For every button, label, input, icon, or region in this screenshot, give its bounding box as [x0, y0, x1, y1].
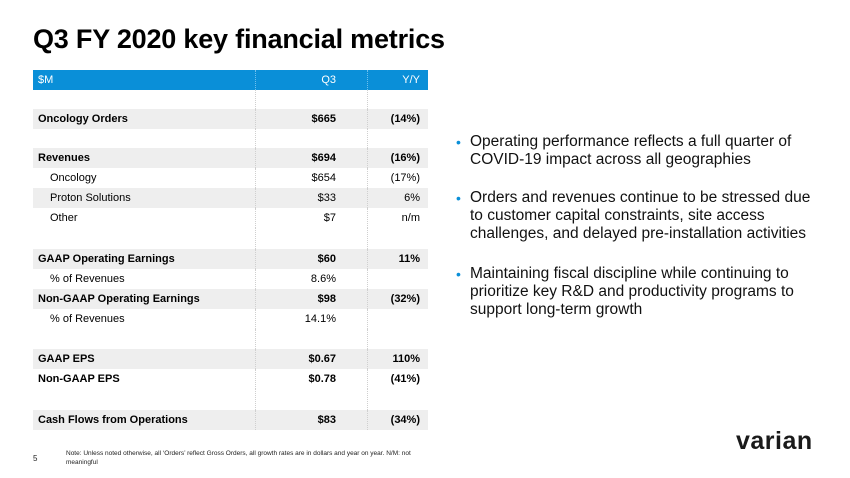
table-row: Other $7 n/m [33, 208, 428, 228]
row-q3: $0.78 [308, 373, 336, 385]
bullet-text: Operating performance reflects a full qu… [470, 133, 792, 168]
row-yy: 6% [404, 192, 420, 204]
table-row: % of Revenues 8.6% [33, 269, 428, 289]
bullet-text: Maintaining fiscal discipline while cont… [470, 265, 794, 318]
table-row: Cash Flows from Operations $83 (34%) [33, 410, 428, 430]
row-q3: $60 [317, 253, 336, 265]
commentary-bullets: • Operating performance reflects a full … [456, 133, 816, 319]
row-q3: $83 [317, 414, 336, 426]
table-row: GAAP EPS $0.67 110% [33, 349, 428, 369]
row-label: % of Revenues [50, 273, 125, 285]
row-label: GAAP EPS [38, 353, 95, 365]
bullet-text: Orders and revenues continue to be stres… [470, 189, 811, 242]
page-title: Q3 FY 2020 key financial metrics [33, 24, 445, 54]
row-label: Revenues [38, 152, 90, 164]
row-yy: (14%) [390, 113, 420, 125]
row-label: Other [50, 212, 78, 224]
row-label: Proton Solutions [50, 192, 131, 204]
header-label: $M [38, 74, 54, 86]
row-q3: $98 [317, 293, 336, 305]
table-row: % of Revenues 14.1% [33, 309, 428, 329]
header-yy: Y/Y [402, 74, 420, 86]
bullet-item: • Orders and revenues continue to be str… [456, 189, 816, 243]
row-yy: (32%) [390, 293, 420, 305]
row-q3: 8.6% [310, 273, 336, 285]
table-row: Oncology $654 (17%) [33, 168, 428, 188]
bullet-item: • Maintaining fiscal discipline while co… [456, 265, 816, 319]
row-label: GAAP Operating Earnings [38, 253, 175, 265]
row-q3: $654 [311, 172, 336, 184]
row-yy: (34%) [390, 414, 420, 426]
bullet-icon: • [456, 134, 461, 150]
varian-logo: varian [736, 427, 813, 455]
financial-metrics-table: $M Q3 Y/Y Oncology Orders $665 (14%) Rev… [33, 70, 428, 430]
table-row: Proton Solutions $33 6% [33, 188, 428, 208]
row-yy: (41%) [390, 373, 420, 385]
row-label: Non-GAAP Operating Earnings [38, 293, 200, 305]
table-row: GAAP Operating Earnings $60 11% [33, 249, 428, 269]
row-yy: 110% [392, 353, 420, 365]
table-row: Non-GAAP EPS $0.78 (41%) [33, 369, 428, 389]
row-yy: (16%) [390, 152, 420, 164]
row-label: Cash Flows from Operations [38, 414, 188, 426]
table-row: Revenues $694 (16%) [33, 148, 428, 168]
row-q3: $665 [311, 113, 336, 125]
row-q3: $0.67 [308, 353, 336, 365]
row-q3: 14.1% [304, 313, 336, 325]
row-label: Oncology [50, 172, 97, 184]
table-header-row: $M Q3 Y/Y [33, 70, 428, 90]
bullet-icon: • [456, 190, 461, 206]
bullet-item: • Operating performance reflects a full … [456, 133, 816, 169]
row-yy: (17%) [390, 172, 420, 184]
footnote: Note: Unless noted otherwise, all ‘Order… [66, 450, 411, 466]
table-row: Oncology Orders $665 (14%) [33, 109, 428, 129]
row-label: % of Revenues [50, 313, 125, 325]
row-q3: $7 [323, 212, 336, 224]
row-label: Oncology Orders [38, 113, 128, 125]
bullet-icon: • [456, 266, 461, 282]
page-number: 5 [33, 454, 38, 463]
table-row: Non-GAAP Operating Earnings $98 (32%) [33, 289, 428, 309]
row-q3: $33 [317, 192, 336, 204]
row-yy: n/m [401, 212, 420, 224]
row-q3: $694 [311, 152, 336, 164]
row-label: Non-GAAP EPS [38, 373, 120, 385]
header-q3: Q3 [321, 74, 336, 86]
row-yy: 11% [398, 253, 420, 265]
